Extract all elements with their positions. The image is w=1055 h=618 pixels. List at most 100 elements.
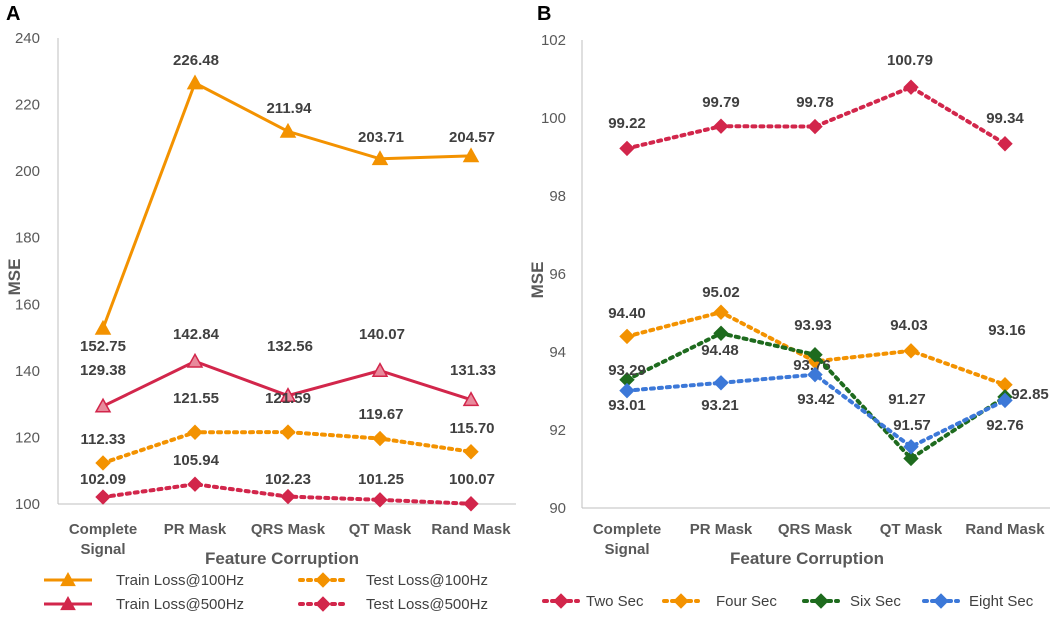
panel-a-data-label: 101.25 (358, 471, 404, 488)
panel-b-series-2-point (807, 347, 823, 363)
panel-a-legend-marker (60, 595, 76, 611)
panel-a-series-0-point (94, 319, 112, 335)
panel-b-x-tick-label: QRS Mask (778, 521, 853, 538)
panel-b-legend-marker (673, 593, 689, 609)
panel-a-series-2-point (372, 430, 388, 447)
panel-a-series-1-point (94, 397, 112, 413)
panel-b-data-label: 91.27 (888, 391, 926, 408)
panel-a-x-tick-label: PR Mask (164, 521, 227, 538)
panel-a-series-1-point (186, 352, 204, 368)
panel-b-data-label: 94.03 (890, 317, 928, 334)
panel-b-legend-label: Six Sec (850, 593, 901, 610)
panel-a-data-label: 105.94 (173, 452, 220, 469)
panel-a-series-0-point (462, 147, 480, 163)
panel-a-data-label: 102.09 (80, 471, 126, 488)
panel-a-y-tick-label: 140 (15, 363, 40, 380)
panel-b-y-tick-label: 98 (549, 188, 566, 205)
panel-b-x-tick-label: Signal (604, 541, 649, 558)
panel-a-legend-label: Test Loss@500Hz (366, 596, 488, 613)
panel-a-legend-marker (315, 596, 331, 612)
panel-b-data-label: 93.21 (701, 397, 739, 414)
panel-b-series-3-point (713, 375, 729, 391)
panel-b-series-2-point (903, 450, 919, 467)
panel-b-data-label: 93.93 (794, 317, 832, 334)
panel-b-series-3-point (807, 366, 823, 383)
panel-b-legend-label: Eight Sec (969, 593, 1034, 610)
panel-b-data-label: 93.01 (608, 397, 646, 414)
panel-b-data-label: 94.48 (701, 342, 739, 359)
panel-b-data-label: 99.22 (608, 115, 646, 132)
panel-b-x-tick-label: Rand Mask (965, 521, 1045, 538)
panel-b-x-axis-title: Feature Corruption (730, 549, 884, 568)
panel-a-series-3-point (280, 488, 296, 505)
panel-a-data-label: 121.55 (173, 390, 219, 407)
panel-a-data-label: 121.59 (265, 390, 311, 407)
panel-b-data-label: 92.76 (986, 417, 1024, 434)
panel-b-series-1-point (903, 343, 919, 359)
panel-b-data-label: 99.78 (796, 94, 834, 111)
panel-b-chart: 90 92 94 96 98 100 102 MSE Complete Signal PR Mask… (528, 32, 1050, 610)
panel-a-series-3-point (463, 496, 479, 512)
panel-a-x-axis-title: Feature Corruption (205, 549, 359, 568)
panel-a-legend-label: Train Loss@500Hz (116, 596, 244, 613)
panel-b-series-0-point (807, 118, 823, 135)
panel-b-x-tick-label: Complete (593, 521, 661, 538)
panel-a-data-label: 131.33 (450, 362, 496, 379)
panel-a-y-axis-title: MSE (5, 259, 24, 296)
panel-a-series-0-point (371, 150, 389, 166)
panel-a-legend-label: Test Loss@100Hz (366, 572, 488, 589)
panel-a-data-label: 142.84 (173, 326, 220, 343)
panel-b-series-3-point (903, 439, 919, 455)
panel-a-data-label: 211.94 (266, 100, 312, 117)
panel-a-y-tick-label: 240 (15, 30, 40, 47)
panel-b-series-1-point (713, 304, 729, 320)
panel-a-y-tick-label: 100 (15, 496, 40, 513)
panel-b-data-label: 99.79 (702, 94, 740, 111)
panel-b-data-label: 94.40 (608, 305, 646, 322)
panel-a-y-tick-label: 120 (15, 429, 40, 446)
panel-a-series-1-point (462, 391, 480, 407)
panel-a-series-2-point (463, 444, 479, 460)
panel-a-series-1-point (371, 362, 389, 377)
panel-b-series-0-point (903, 79, 919, 95)
panel-b-y-tick-label: 96 (549, 266, 566, 283)
panel-a-letter: A (6, 3, 20, 25)
panel-a-series-3-point (372, 492, 388, 508)
panel-a-series-2-point (187, 424, 203, 440)
panel-a-series-2-point (280, 424, 296, 440)
panel-b-series-3-point (619, 382, 635, 399)
panel-a-series-2-point (95, 455, 111, 471)
panel-a-series-line-2 (101, 430, 473, 465)
panel-b-legend-marker (933, 593, 949, 609)
panel-b-legend-label: Four Sec (716, 593, 777, 610)
panel-b-data-label: 100.79 (887, 52, 933, 69)
panel-a-y-tick-label: 160 (15, 296, 40, 313)
panel-a-data-label: 203.71 (358, 129, 404, 146)
panel-a-data-label: 129.38 (80, 362, 126, 379)
panel-b-legend-marker (813, 593, 829, 609)
panel-a-data-label: 226.48 (173, 52, 219, 69)
panel-a-x-tick-label: Signal (80, 541, 125, 558)
panel-a-x-tick-label: Rand Mask (431, 521, 511, 538)
panel-a-data-label: 100.07 (449, 471, 495, 488)
panel-b-series-2-point (713, 325, 729, 341)
panel-b-series-0-point (619, 140, 635, 157)
panel-a-legend-label: Train Loss@100Hz (116, 572, 244, 589)
panel-b-x-tick-label: QT Mask (880, 521, 943, 538)
panel-b-y-tick-label: 94 (549, 344, 566, 361)
panel-a-legend-marker (60, 571, 76, 587)
panel-a-series-0-point (186, 74, 204, 90)
panel-b-data-label: 93.42 (797, 391, 835, 408)
panel-a-series-3-point (95, 489, 111, 505)
panel-a-data-label: 152.75 (80, 338, 126, 355)
panel-b-letter: B (537, 3, 551, 25)
panel-b-y-tick-label: 90 (549, 500, 566, 517)
panel-b-data-label: 91.57 (893, 417, 931, 434)
panel-b-data-label: 93.16 (988, 322, 1026, 339)
panel-b-legend-marker (553, 593, 569, 609)
panel-a-data-label: 115.70 (449, 420, 494, 437)
panel-b-series-0-point (713, 118, 729, 134)
panel-a-data-label: 112.33 (80, 431, 125, 448)
panel-a-series-0-point (279, 122, 297, 138)
